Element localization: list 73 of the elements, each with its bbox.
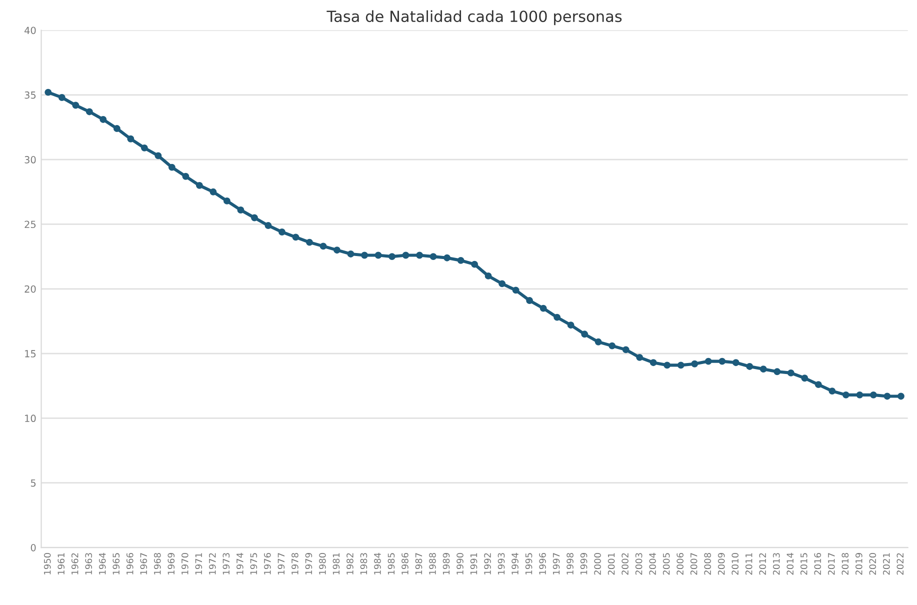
x-tick-label: 1967 <box>140 553 148 574</box>
x-tick-label: 1975 <box>250 553 258 574</box>
x-tick-label: 2017 <box>828 553 835 575</box>
x-tick-label: 2016 <box>814 552 822 575</box>
x-tick-label: 2009 <box>718 553 725 575</box>
x-tick-label: 1982 <box>346 553 354 574</box>
x-tick-label: 1992 <box>484 553 491 574</box>
x-tick-label: 1971 <box>195 553 202 574</box>
x-tick-label: 1985 <box>388 553 395 574</box>
x-tick-label: 2010 <box>732 552 739 575</box>
x-tick-label: 1970 <box>181 552 188 574</box>
x-tick-label: 2020 <box>869 552 876 575</box>
y-tick-label: 30 <box>24 156 36 164</box>
x-tick-label: 1999 <box>580 553 588 574</box>
x-tick-label: 1994 <box>512 552 518 574</box>
x-tick-label: 1983 <box>360 553 368 574</box>
x-tick-label: 2003 <box>635 553 642 575</box>
x-tick-label: 1981 <box>332 553 340 574</box>
x-tick-label: 2015 <box>800 553 808 575</box>
x-tick-label: 2013 <box>772 553 780 575</box>
x-tick-label: 1950 <box>44 552 51 574</box>
x-tick-label: 1980 <box>319 552 326 574</box>
x-tick-label: 2019 <box>855 553 862 575</box>
x-tick-label: 1976 <box>264 552 271 574</box>
y-tick-label: 15 <box>25 350 36 358</box>
x-tick-label: 2011 <box>745 553 752 575</box>
x-tick-label: 1964 <box>98 552 106 574</box>
x-tick-label: 1962 <box>71 553 78 574</box>
x-tick-label: 1977 <box>278 553 285 574</box>
y-tick-label: 5 <box>30 479 36 487</box>
x-tick-label: 1987 <box>415 553 422 574</box>
x-tick-label: 1974 <box>236 552 244 574</box>
x-tick-label: 1979 <box>305 553 312 574</box>
x-tick-label: 1969 <box>168 553 175 574</box>
y-tick-label: 25 <box>24 220 36 228</box>
x-tick-label: 2022 <box>896 553 904 575</box>
x-tick-label: 1968 <box>154 553 161 574</box>
x-tick-label: 2014 <box>786 552 794 575</box>
y-tick-label: 0 <box>30 544 36 552</box>
x-tick-label: 1989 <box>442 553 450 574</box>
chart-title: Tasa de Natalidad cada 1000 personas <box>326 10 622 26</box>
x-tick-label: 1990 <box>456 552 464 574</box>
y-tick-label: 10 <box>25 414 36 422</box>
x-tick-label: 2002 <box>622 553 628 575</box>
x-tick-label: 1991 <box>470 553 478 574</box>
x-tick-label: 2006 <box>676 552 684 575</box>
x-tick-label: 2005 <box>662 553 670 575</box>
x-tick-label: 1997 <box>552 553 560 574</box>
x-tick-label: 1993 <box>498 553 505 574</box>
x-tick-label: 2021 <box>882 553 890 575</box>
x-tick-label: 1996 <box>539 552 546 574</box>
x-tick-label: 1965 <box>112 553 120 574</box>
x-tick-label: 1963 <box>85 553 92 574</box>
x-tick-label: 1973 <box>222 553 230 574</box>
x-tick-label: 1978 <box>292 553 298 574</box>
y-tick-label: 35 <box>24 91 36 99</box>
x-tick-label: 1984 <box>374 552 381 574</box>
x-tick-label: 2012 <box>759 553 766 575</box>
x-tick-label: 1986 <box>402 552 408 574</box>
x-tick-label: 1995 <box>525 553 532 574</box>
x-tick-label: 1972 <box>208 553 216 574</box>
y-tick-label: 20 <box>24 285 36 293</box>
x-tick-label: 2018 <box>842 553 849 575</box>
x-tick-label: 1998 <box>566 553 574 574</box>
x-tick-label: 2008 <box>704 553 711 575</box>
x-tick-label: 2001 <box>608 553 615 575</box>
y-tick-label: 40 <box>24 26 36 34</box>
x-tick-label: 2004 <box>649 552 656 575</box>
x-tick-label: 1988 <box>429 553 436 574</box>
x-tick-label: 1966 <box>126 552 134 574</box>
x-tick-label: 2007 <box>690 553 698 575</box>
x-tick-label: 2000 <box>594 552 601 575</box>
x-tick-label: 1961 <box>58 553 65 574</box>
